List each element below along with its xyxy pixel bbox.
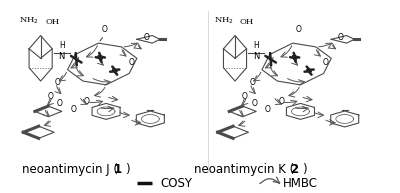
Text: O: O — [101, 25, 107, 34]
Text: neoantimycin J (: neoantimycin J ( — [22, 163, 118, 176]
Text: ): ) — [302, 163, 306, 176]
Text: NH$_2$: NH$_2$ — [214, 16, 234, 26]
Text: H: H — [253, 41, 259, 50]
Text: neoantimycin K (: neoantimycin K ( — [194, 163, 295, 176]
Text: 2: 2 — [291, 163, 299, 176]
Text: OH: OH — [45, 18, 59, 26]
Text: O: O — [70, 105, 76, 114]
Text: O: O — [322, 58, 328, 67]
Text: O: O — [242, 92, 248, 101]
Text: H: H — [59, 41, 65, 50]
Text: O: O — [278, 97, 284, 106]
Text: N: N — [253, 52, 259, 61]
Text: O: O — [144, 33, 150, 42]
Text: O: O — [296, 25, 302, 34]
Text: O: O — [128, 58, 134, 67]
Text: O: O — [265, 105, 271, 114]
Text: 1: 1 — [114, 163, 122, 176]
Text: OH: OH — [240, 18, 254, 26]
Text: O: O — [55, 78, 61, 87]
Text: ): ) — [124, 163, 129, 176]
Text: O: O — [47, 92, 53, 101]
Text: NH$_2$: NH$_2$ — [19, 16, 39, 26]
Text: O: O — [84, 97, 90, 106]
Text: HMBC: HMBC — [283, 177, 318, 190]
Text: N: N — [59, 52, 65, 61]
Text: O: O — [57, 99, 63, 108]
Text: O: O — [251, 99, 257, 108]
Text: O: O — [338, 33, 344, 42]
Text: COSY: COSY — [160, 177, 192, 190]
Text: O: O — [250, 78, 255, 87]
